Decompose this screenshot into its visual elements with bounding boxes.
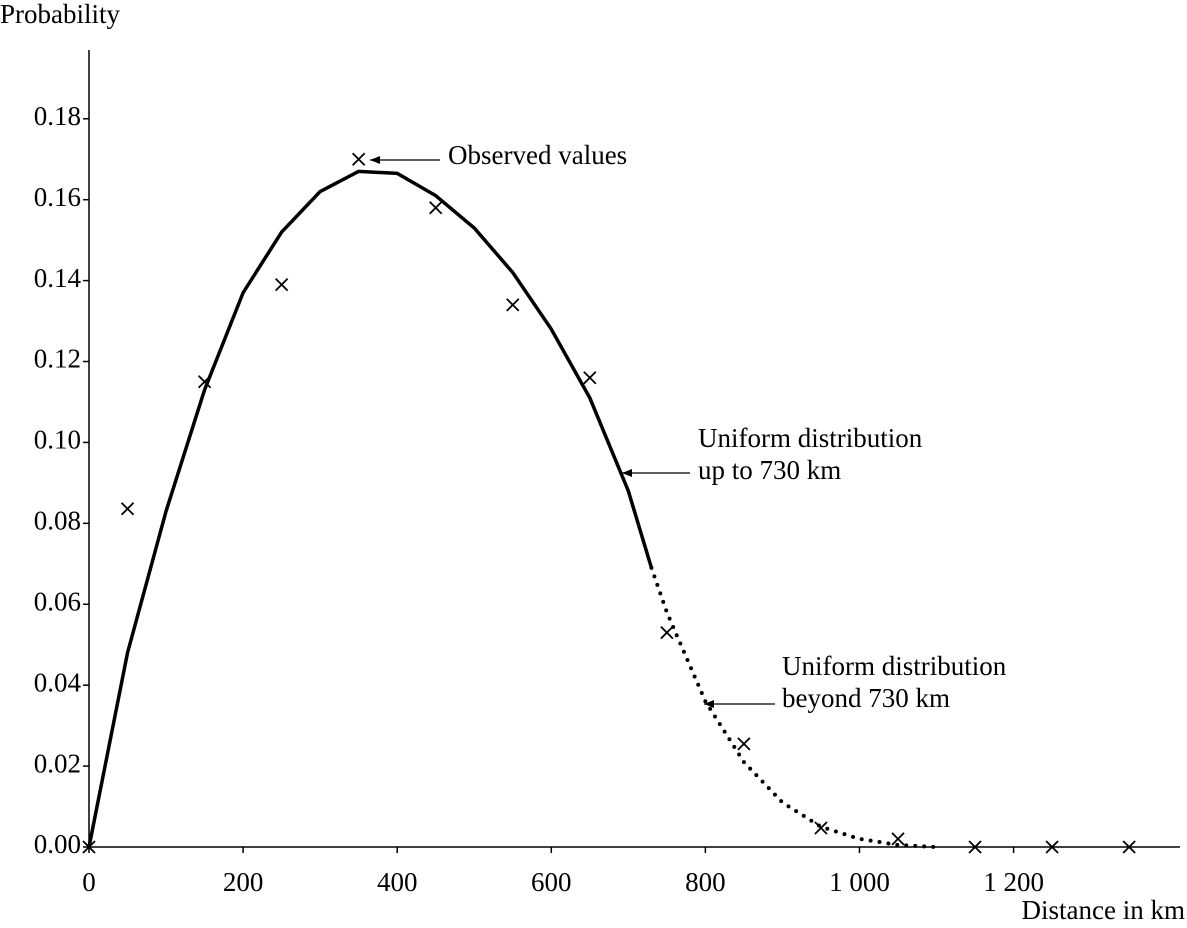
observed-marker bbox=[506, 298, 520, 312]
x-axis-label: Distance in km bbox=[1022, 895, 1185, 925]
x-tick-label: 600 bbox=[531, 867, 572, 897]
y-tick-label: 0.02 bbox=[34, 748, 81, 778]
observed-marker bbox=[891, 832, 905, 846]
y-tick-label: 0.18 bbox=[34, 101, 81, 131]
fit-line-dotted bbox=[649, 565, 939, 849]
y-tick-label: 0.08 bbox=[34, 506, 81, 536]
y-tick-label: 0.06 bbox=[34, 586, 81, 616]
y-tick-label: 0.10 bbox=[34, 425, 81, 455]
fit-line bbox=[87, 169, 654, 849]
observed-marker bbox=[120, 502, 135, 516]
observed-marker bbox=[1122, 840, 1136, 854]
x-tick-label: 200 bbox=[223, 867, 264, 897]
observed-marker bbox=[660, 625, 674, 640]
observed-marker bbox=[968, 840, 982, 854]
annotation: beyond 730 km bbox=[782, 683, 950, 713]
y-tick-label: 0.14 bbox=[34, 263, 82, 293]
y-axis-label: Probability bbox=[0, 0, 120, 29]
observed-marker bbox=[429, 201, 443, 215]
annotation: Observed values bbox=[448, 140, 627, 170]
observed-marker bbox=[814, 821, 828, 835]
x-tick-label: 800 bbox=[685, 867, 726, 897]
y-tick-label: 0.04 bbox=[34, 667, 82, 697]
x-tick-label: 0 bbox=[82, 867, 96, 897]
x-tick-label: 1 200 bbox=[983, 867, 1044, 897]
annotation: Uniform distribution bbox=[782, 651, 1007, 681]
x-tick-label: 1 000 bbox=[829, 867, 890, 897]
annotation: up to 730 km bbox=[698, 455, 841, 485]
y-tick-label: 0.00 bbox=[34, 829, 81, 859]
y-tick-label: 0.16 bbox=[34, 182, 81, 212]
observed-marker bbox=[583, 371, 597, 385]
x-tick-label: 400 bbox=[377, 867, 418, 897]
observed-marker bbox=[1045, 840, 1059, 854]
observed-marker bbox=[274, 278, 289, 292]
annotation: Uniform distribution bbox=[698, 423, 923, 453]
observed-marker bbox=[352, 152, 366, 166]
y-tick-label: 0.12 bbox=[34, 344, 81, 374]
observed-marker bbox=[737, 737, 751, 751]
